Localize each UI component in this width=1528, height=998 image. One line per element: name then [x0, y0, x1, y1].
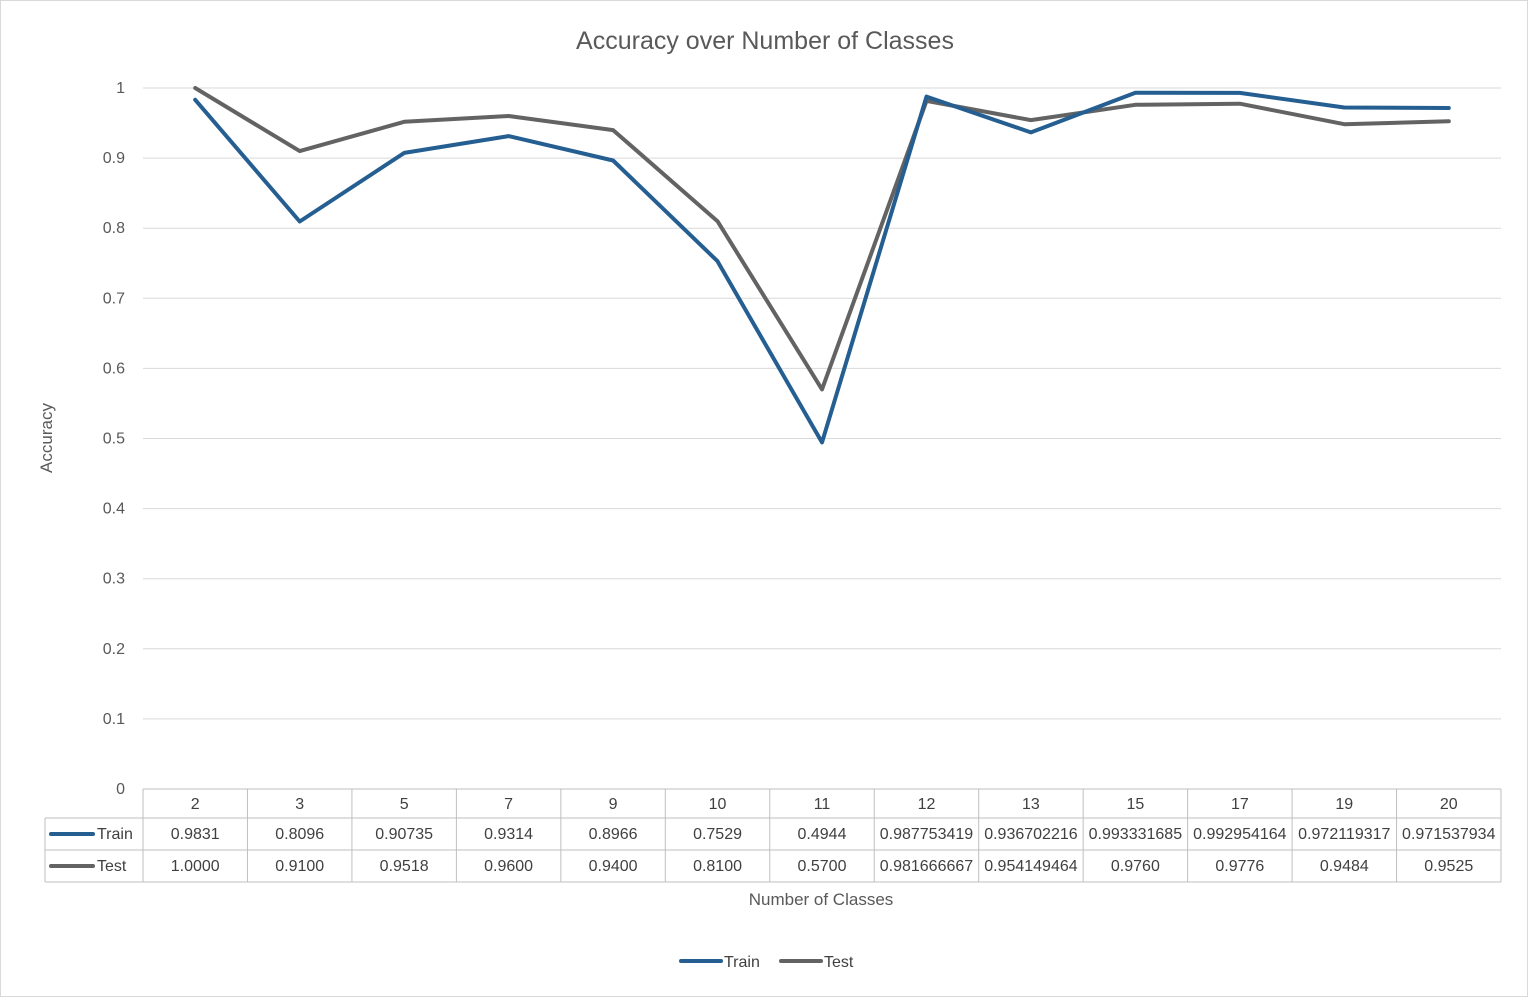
table-cell-value: 0.971537934	[1402, 826, 1496, 843]
table-cell-value: 0.8100	[693, 858, 742, 875]
table-cell-value: 0.9100	[275, 858, 324, 875]
table-cell-value: 0.9600	[484, 858, 533, 875]
table-cell-value: 0.9518	[380, 858, 429, 875]
legend: Train Test	[679, 954, 854, 971]
series-line-test	[193, 86, 1451, 392]
table-cell-value: 0.993331685	[1089, 826, 1183, 843]
x-tick-label: 17	[1231, 796, 1249, 813]
y-tick-label: 0.3	[103, 571, 125, 588]
table-cell-value: 0.4944	[798, 826, 847, 843]
y-tick-label: 0.2	[103, 641, 125, 658]
table-cell-value: 0.5700	[798, 858, 847, 875]
y-tick-label: 0.4	[103, 501, 125, 518]
x-tick-label: 2	[191, 796, 200, 813]
table-cell-value: 0.987753419	[880, 826, 974, 843]
legend-label: Test	[824, 954, 854, 971]
legend-label: Train	[724, 954, 760, 971]
x-tick-label: 15	[1126, 796, 1144, 813]
table-cell-value: 0.9760	[1111, 858, 1160, 875]
y-tick-label: 0.5	[103, 431, 125, 448]
y-axis-title: Accuracy	[37, 403, 56, 473]
series-lines	[193, 86, 1451, 445]
table-cell-value: 0.8966	[589, 826, 638, 843]
x-tick-label: 11	[814, 796, 831, 813]
table-series-name: Test	[97, 858, 127, 875]
table-cell-value: 0.936702216	[984, 826, 1078, 843]
x-tick-label: 20	[1440, 796, 1458, 813]
table-cell-value: 0.992954164	[1193, 826, 1287, 843]
x-tick-label: 5	[400, 796, 409, 813]
x-tick-label: 19	[1335, 796, 1353, 813]
x-tick-label: 3	[295, 796, 304, 813]
chart-title: Accuracy over Number of Classes	[576, 27, 954, 55]
table-cell-value: 0.981666667	[880, 858, 974, 875]
table-cell-value: 0.9525	[1424, 858, 1473, 875]
table-series-name: Train	[97, 826, 133, 843]
table-cell-value: 1.0000	[171, 858, 220, 875]
y-tick-label: 0.9	[103, 150, 125, 167]
table-cell-value: 0.7529	[693, 826, 742, 843]
x-tick-label: 13	[1022, 796, 1040, 813]
table-cell-value: 0.9400	[589, 858, 638, 875]
x-tick-label: 7	[504, 796, 513, 813]
y-tick-label: 0.8	[103, 220, 125, 237]
x-tick-label: 12	[918, 796, 936, 813]
y-axis-ticks: 0 0.1 0.2 0.3 0.4 0.5 0.6 0.7 0.8 0.9 1	[103, 80, 125, 798]
table-cell-value: 0.954149464	[984, 858, 1078, 875]
table-cell-value: 0.90735	[375, 826, 433, 843]
y-tick-label: 1	[116, 80, 125, 97]
table-cell-value: 0.9484	[1320, 858, 1369, 875]
x-axis-title: Number of Classes	[749, 890, 894, 909]
table-cell-value: 0.9831	[171, 826, 220, 843]
x-tick-label: 9	[609, 796, 618, 813]
y-tick-label: 0.7	[103, 290, 125, 307]
x-tick-label: 10	[709, 796, 727, 813]
y-tick-label: 0.1	[103, 711, 125, 728]
series-line-train	[193, 90, 1451, 445]
y-tick-label: 0	[116, 781, 125, 798]
table-cell-value: 0.9314	[484, 826, 533, 843]
table-cell-value: 0.9776	[1215, 858, 1264, 875]
table-cell-value: 0.972119317	[1298, 826, 1390, 843]
gridlines	[143, 87, 1501, 720]
table-cell-value: 0.8096	[275, 826, 324, 843]
data-table: 2 3 5 7 9 10 11 12 13 15 17 19 20 Train 0.9831 0.8096 0.…	[44, 788, 1502, 883]
y-tick-label: 0.6	[103, 360, 125, 377]
